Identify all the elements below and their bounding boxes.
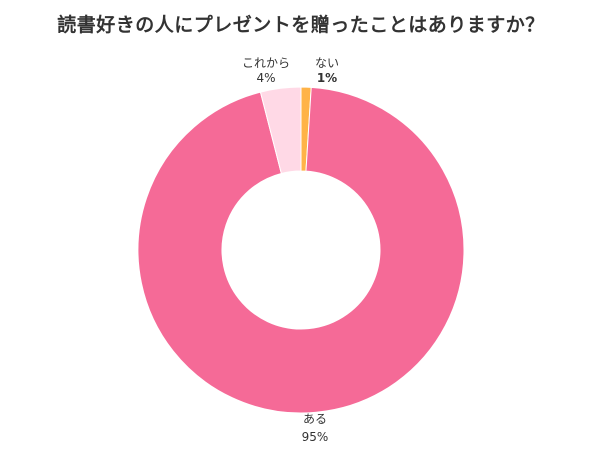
slice-value-2: 4%: [256, 71, 275, 85]
slice-value-1: 95%: [302, 430, 329, 444]
donut-slice-1: [137, 86, 465, 414]
slices: [137, 86, 465, 414]
slice-label-2: これから: [242, 56, 290, 70]
donut-slice-2: [259, 86, 302, 175]
slice-label-0: ない: [315, 56, 339, 70]
slice-value-0: 1%: [317, 71, 337, 85]
chart-title: 読書好きの人にプレゼントを贈ったことはありますか？: [57, 14, 545, 36]
slice-label-1: ある: [303, 412, 327, 426]
